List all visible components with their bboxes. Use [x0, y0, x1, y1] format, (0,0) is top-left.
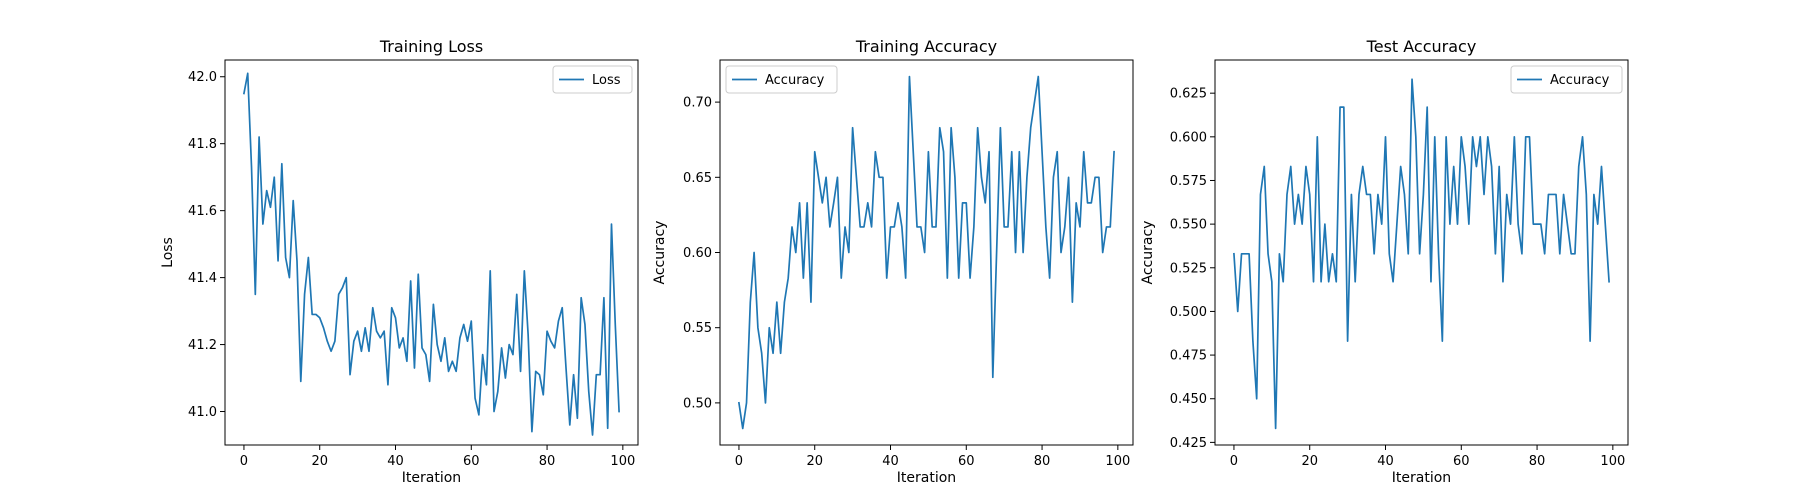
x-tick-label: 100 — [610, 454, 635, 469]
series-line-accuracy — [737, 75, 1115, 430]
legend-label: Accuracy — [765, 73, 825, 88]
x-tick-label: 80 — [1034, 454, 1051, 469]
x-tick-label: 0 — [1230, 454, 1238, 469]
legend-box — [552, 65, 633, 94]
y-tick-label: 41.6 — [188, 204, 217, 219]
y-tick-label: 0.70 — [683, 96, 712, 111]
y-tick-label: 0.500 — [1170, 305, 1207, 320]
chart-panel-2: Training Accuracy 0 20 40 60 80 100 0.50 0.55 0.6… — [652, 37, 1134, 486]
y-tick-label: 0.50 — [683, 396, 712, 411]
x-tick-label: 100 — [1105, 454, 1130, 469]
legend-box — [1510, 65, 1623, 94]
y-tick-label: 0.550 — [1170, 218, 1207, 233]
series-line-loss — [242, 72, 620, 436]
x-tick-label: 40 — [882, 454, 899, 469]
plot-frame — [224, 59, 639, 446]
y-axis-label: Accuracy — [1140, 221, 1156, 285]
y-tick-label: 41.2 — [188, 338, 217, 353]
chart-title: Training Accuracy — [855, 37, 997, 56]
x-axis-label: Iteration — [402, 470, 461, 486]
x-tick-label: 0 — [240, 454, 248, 469]
y-tick-label: 41.8 — [188, 137, 217, 152]
x-tick-label: 80 — [1529, 454, 1546, 469]
y-tick-label: 0.600 — [1170, 130, 1207, 145]
y-tick-label: 0.575 — [1170, 174, 1207, 189]
plot-frame — [1214, 59, 1629, 446]
x-tick-label: 20 — [311, 454, 328, 469]
chart-title: Training Loss — [379, 37, 483, 56]
x-tick-label: 20 — [1301, 454, 1318, 469]
y-tick-label: 41.0 — [188, 405, 217, 420]
chart-title: Test Accuracy — [1366, 37, 1477, 56]
y-tick-label: 0.475 — [1170, 349, 1207, 364]
y-tick-label: 0.425 — [1170, 436, 1207, 451]
y-tick-label: 0.625 — [1170, 87, 1207, 102]
x-axis-label: Iteration — [897, 470, 956, 486]
x-tick-label: 60 — [958, 454, 975, 469]
legend-box — [725, 65, 838, 94]
y-tick-label: 0.55 — [683, 321, 712, 336]
y-tick-label: 0.450 — [1170, 392, 1207, 407]
x-tick-label: 80 — [539, 454, 556, 469]
legend: Accuracy — [725, 65, 838, 94]
y-tick-label: 0.60 — [683, 246, 712, 261]
legend: Loss — [552, 65, 633, 94]
y-tick-label: 41.4 — [188, 271, 217, 286]
x-tick-label: 100 — [1600, 454, 1625, 469]
y-tick-label: 0.525 — [1170, 261, 1207, 276]
x-axis-label: Iteration — [1392, 470, 1451, 486]
x-tick-label: 20 — [806, 454, 823, 469]
x-tick-label: 40 — [387, 454, 404, 469]
x-tick-label: 60 — [1453, 454, 1470, 469]
y-tick-label: 0.65 — [683, 171, 712, 186]
chart-panel-1: Training Loss 0 20 40 60 80 100 41.0 41.2 41.4 41.… — [160, 37, 639, 486]
x-tick-label: 60 — [463, 454, 480, 469]
chart-panel-3: Test Accuracy 0 20 40 60 80 100 0.425 0.450 0.475… — [1140, 37, 1629, 486]
y-tick-label: 42.0 — [188, 70, 217, 85]
plot-frame — [719, 59, 1134, 446]
y-axis-label: Accuracy — [652, 221, 668, 285]
x-tick-label: 0 — [735, 454, 743, 469]
x-tick-label: 40 — [1377, 454, 1394, 469]
legend: Accuracy — [1510, 65, 1623, 94]
legend-label: Accuracy — [1550, 73, 1610, 88]
legend-label: Loss — [592, 73, 621, 88]
series-line-accuracy — [1233, 78, 1610, 430]
y-axis-label: Loss — [160, 237, 176, 268]
